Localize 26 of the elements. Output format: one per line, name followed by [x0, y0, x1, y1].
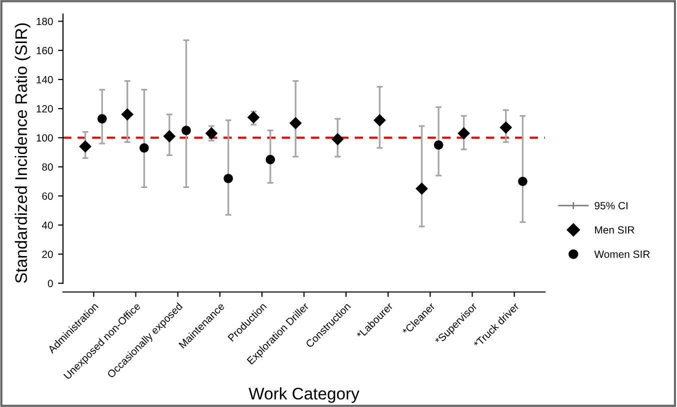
y-tick-label: 100: [36, 134, 53, 142]
y-tick-label: 0: [48, 280, 53, 288]
y-tick-label: 40: [42, 222, 53, 229]
point: [247, 111, 260, 124]
x-axis-title: Work Category: [248, 387, 360, 403]
y-tick-label: 20: [42, 250, 53, 258]
legend-label: Men SIR: [595, 226, 634, 234]
point: [289, 116, 302, 130]
y-tick-label: 160: [36, 46, 53, 54]
point: [205, 127, 218, 140]
y-axis-title: Standardized Incidence Ratio (SIR): [14, 23, 30, 283]
legend-label: Women SIR: [594, 250, 650, 258]
point: [458, 127, 470, 140]
y-tick-label: 80: [42, 163, 53, 171]
point: [121, 108, 134, 121]
y-tick-label: 140: [36, 76, 53, 84]
point: [373, 114, 386, 126]
point: [416, 182, 428, 195]
point: [163, 130, 176, 142]
point: [331, 132, 344, 146]
point: [79, 140, 92, 153]
y-tick-label: 60: [42, 192, 53, 200]
text: 95% CI: [594, 202, 628, 210]
y-tick-label: 180: [36, 18, 53, 26]
point: [500, 121, 512, 134]
y-tick-label: 120: [36, 105, 53, 112]
